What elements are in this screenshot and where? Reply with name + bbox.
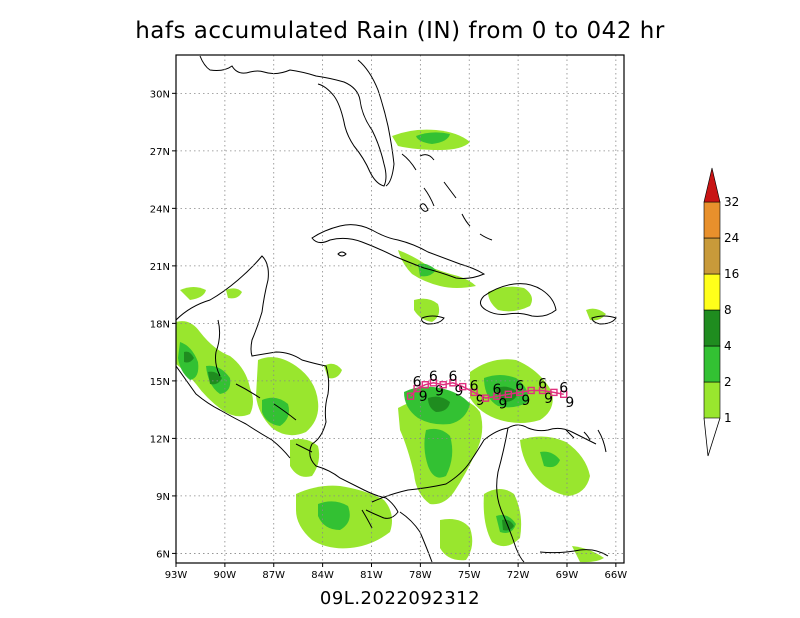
storm-symbol: 6 <box>429 369 438 385</box>
track-point <box>406 392 415 400</box>
legend-bottom-arrow <box>703 417 721 457</box>
lon-tick-label: 81W <box>360 570 383 581</box>
storm-symbol: 6 <box>521 390 530 406</box>
lon-axis: 93W 90W 87W 84W 81W 78W 75W 72W 69W 66W <box>165 563 628 581</box>
legend-level-label: 32 <box>724 195 739 209</box>
legend-level-label: 2 <box>724 375 732 389</box>
storm-symbol: 6 <box>515 378 524 394</box>
lon-tick-label: 78W <box>409 570 432 581</box>
storm-symbol: 6 <box>492 382 501 398</box>
lat-axis: 30N 27N 24N 21N 18N 15N 12N 9N 6N <box>150 89 176 560</box>
storm-symbol: 6 <box>476 390 485 406</box>
track-point <box>413 384 421 393</box>
track-point <box>449 379 457 387</box>
precip-fields <box>176 129 606 563</box>
storm-symbol: 6 <box>544 388 553 404</box>
track-point <box>439 381 447 389</box>
track-point <box>493 392 501 400</box>
track-point <box>527 386 535 395</box>
storm-symbol: 6 <box>419 387 428 403</box>
track-line <box>410 382 564 399</box>
storm-symbol: 6 <box>565 392 574 408</box>
lat-tick-label: 9N <box>156 492 170 503</box>
lat-tick-label: 24N <box>150 204 170 215</box>
lon-tick-label: 87W <box>262 570 285 581</box>
storm-symbol: 6 <box>470 378 479 394</box>
legend-level-label: 4 <box>724 339 732 353</box>
legend-level-label: 8 <box>724 303 732 317</box>
lat-tick-label: 18N <box>150 319 170 330</box>
storm-symbol: 6 <box>413 375 422 391</box>
lat-tick-label: 21N <box>150 262 170 273</box>
lat-tick-label: 12N <box>150 434 170 445</box>
lat-tick-label: 30N <box>150 89 170 100</box>
legend-top-arrow <box>703 167 721 203</box>
cycle-label: 09L.2022092312 <box>319 588 481 609</box>
storm-symbol: 6 <box>435 381 444 397</box>
legend-swatch <box>703 345 721 383</box>
legend-swatch <box>703 201 721 239</box>
legend-level-label: 1 <box>724 411 732 425</box>
lat-tick-label: 27N <box>150 147 170 158</box>
track-point <box>421 381 429 389</box>
lon-tick-label: 93W <box>165 570 188 581</box>
coastlines <box>176 55 617 563</box>
storm-symbol: 6 <box>498 394 507 410</box>
legend-swatch <box>703 309 721 347</box>
legend-swatch <box>703 237 721 275</box>
track-point <box>429 379 438 387</box>
track-point <box>550 388 558 397</box>
lon-tick-label: 75W <box>458 570 481 581</box>
track-point <box>470 388 478 397</box>
track-point <box>560 390 568 399</box>
legend-level-label: 16 <box>724 267 739 281</box>
track-point <box>538 386 547 395</box>
legend-level-label: 24 <box>724 231 739 245</box>
track-point <box>481 394 490 402</box>
chart-title: hafs accumulated Rain (IN) from 0 to 042… <box>135 18 665 44</box>
lat-tick-label: 6N <box>156 549 170 560</box>
lon-tick-label: 90W <box>214 570 237 581</box>
track-point <box>516 388 524 397</box>
lon-tick-label: 66W <box>605 570 628 581</box>
lon-tick-label: 84W <box>311 570 334 581</box>
plot-frame <box>175 54 625 564</box>
lon-tick-label: 72W <box>507 570 530 581</box>
legend-swatch <box>703 273 721 311</box>
storm-symbol: 6 <box>559 380 568 396</box>
track-point <box>459 382 467 391</box>
legend-swatch <box>703 381 721 419</box>
lon-tick-label: 69W <box>556 570 579 581</box>
storm-symbol: 6 <box>454 381 463 397</box>
lat-tick-label: 15N <box>150 377 170 388</box>
track-point <box>504 390 513 399</box>
storm-symbol: 6 <box>448 369 457 385</box>
storm-symbol: 6 <box>538 376 547 392</box>
